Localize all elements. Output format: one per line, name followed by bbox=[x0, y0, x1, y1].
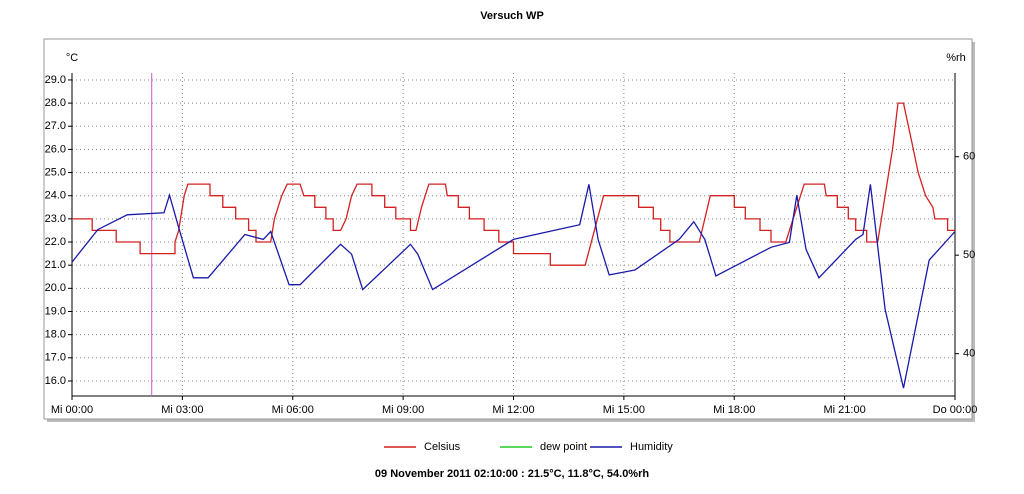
x-tick-label: Mi 15:00 bbox=[603, 404, 645, 416]
status-text: 09 November 2011 02:10:00 : 21.5°C, 11.8… bbox=[375, 468, 649, 480]
legend-label: Celsius bbox=[424, 441, 461, 453]
y-tick-label: 25.0 bbox=[45, 166, 66, 178]
x-tick-label: Mi 03:00 bbox=[161, 404, 203, 416]
x-tick-label: Mi 00:00 bbox=[51, 404, 93, 416]
legend-label: dew point bbox=[540, 441, 587, 453]
y2-tick-label: 50 bbox=[963, 249, 975, 261]
y-tick-label: 16.0 bbox=[45, 375, 66, 387]
y2-axis-label: %rh bbox=[946, 52, 966, 64]
x-tick-label: Mi 18:00 bbox=[713, 404, 755, 416]
y-tick-label: 18.0 bbox=[45, 329, 66, 341]
y-tick-label: 17.0 bbox=[45, 352, 66, 364]
y-tick-label: 22.0 bbox=[45, 236, 66, 248]
x-tick-label: Mi 21:00 bbox=[824, 404, 866, 416]
y-tick-label: 29.0 bbox=[45, 74, 66, 86]
legend-label: Humidity bbox=[630, 441, 673, 453]
series-line bbox=[71, 184, 956, 389]
chart-title: Versuch WP bbox=[480, 10, 544, 22]
y-tick-label: 24.0 bbox=[45, 190, 66, 202]
y-tick-label: 28.0 bbox=[45, 97, 66, 109]
x-tick-label: Mi 09:00 bbox=[382, 404, 424, 416]
y2-tick-label: 60 bbox=[963, 151, 975, 163]
y-tick-label: 26.0 bbox=[45, 143, 66, 155]
y-tick-label: 20.0 bbox=[45, 282, 66, 294]
x-tick-label: Do 00:00 bbox=[933, 404, 978, 416]
y2-tick-label: 40 bbox=[963, 348, 975, 360]
frame bbox=[43, 38, 973, 420]
y-tick-label: 27.0 bbox=[45, 120, 66, 132]
y-tick-label: 19.0 bbox=[45, 305, 66, 317]
y-tick-label: 23.0 bbox=[45, 213, 66, 225]
series-line bbox=[72, 102, 955, 266]
x-tick-label: Mi 06:00 bbox=[272, 404, 314, 416]
y-axis-label: °C bbox=[66, 52, 78, 64]
y-tick-label: 21.0 bbox=[45, 259, 66, 271]
x-tick-label: Mi 12:00 bbox=[492, 404, 534, 416]
